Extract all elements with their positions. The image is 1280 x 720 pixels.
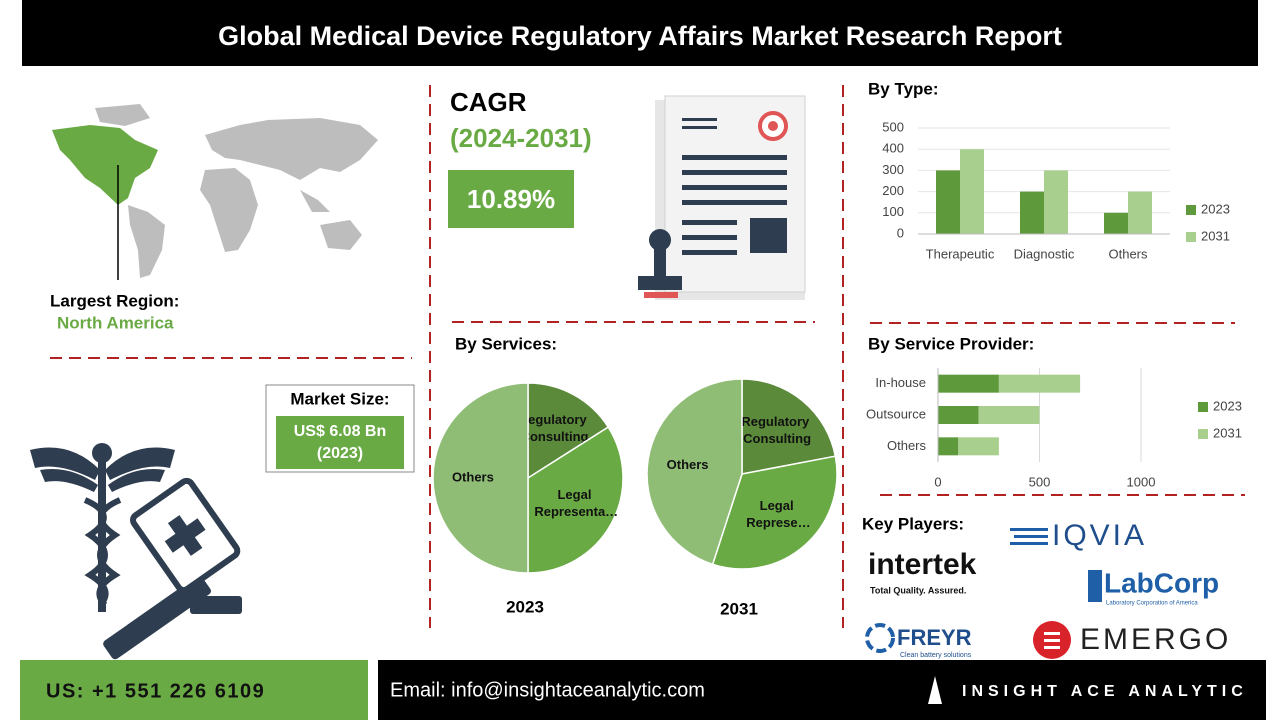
pie-slice xyxy=(711,455,838,570)
page-title: Global Medical Device Regulatory Affairs… xyxy=(218,21,1062,51)
bar xyxy=(938,374,999,393)
freyr-logo: FREYR Clean battery solutions xyxy=(865,623,972,659)
logo-text: IQVIA xyxy=(1052,519,1147,552)
logo-tagline: Total Quality. Assured. xyxy=(870,585,966,595)
brand-icon xyxy=(928,676,942,704)
y-tick-label: 500 xyxy=(882,119,904,134)
pie-title: 2023 xyxy=(506,597,544,616)
bar xyxy=(936,170,960,234)
cagr-period: (2024-2031) xyxy=(450,123,592,153)
intertek-logo: intertek Total Quality. Assured. xyxy=(868,548,977,595)
bar xyxy=(1044,170,1068,234)
slice-label: Others xyxy=(452,469,494,484)
legend-swatch xyxy=(1198,429,1208,439)
logo-text: FREYR xyxy=(897,625,972,650)
bar xyxy=(1104,212,1128,234)
slice-label: Regulatory Consulting xyxy=(741,414,813,446)
y-tick-label: In-house xyxy=(875,375,926,390)
chart-title: By Service Provider: xyxy=(868,334,1034,353)
bar xyxy=(978,406,1040,424)
y-tick-label: 400 xyxy=(882,141,904,156)
market-size-value: US$ 6.08 Bn xyxy=(294,423,386,440)
y-tick-label: 200 xyxy=(882,183,904,198)
legend-label: 2023 xyxy=(1213,398,1242,413)
market-size-year: (2023) xyxy=(317,445,363,462)
market-size-label: Market Size: xyxy=(290,389,389,408)
footer-email: Email: info@insightaceanalytic.com xyxy=(390,679,705,701)
logo-text: EMERGO xyxy=(1080,623,1231,656)
header-bar xyxy=(22,0,1258,66)
slice-label: Regulatory Consulting xyxy=(519,413,591,445)
pie-slice xyxy=(527,426,624,574)
pie-slice xyxy=(741,378,837,475)
slice-label: Others xyxy=(667,457,709,472)
y-tick-label: 100 xyxy=(882,204,904,219)
legend-swatch xyxy=(1198,402,1208,412)
x-tick-label: Others xyxy=(1108,246,1148,261)
emergo-logo: EMERGO xyxy=(1033,621,1231,659)
key-players-label: Key Players: xyxy=(862,514,964,533)
logo-tagline: Laboratory Corporation of America xyxy=(1106,601,1198,607)
logo-text: LabCorp xyxy=(1104,567,1219,598)
bar xyxy=(958,437,999,456)
y-tick-label: 300 xyxy=(882,162,904,177)
x-tick-label: 500 xyxy=(1029,474,1051,489)
world-map xyxy=(52,104,378,280)
pie-slice xyxy=(432,382,529,574)
medical-law-icon xyxy=(30,443,242,660)
region-value: North America xyxy=(57,313,174,332)
legend-swatch xyxy=(1186,232,1196,242)
services-heading: By Services: xyxy=(455,334,557,353)
x-tick-label: Diagnostic xyxy=(1014,246,1075,261)
legend-label: 2023 xyxy=(1201,201,1230,216)
document-icon xyxy=(638,95,806,300)
bar xyxy=(1020,191,1044,234)
pie-slice xyxy=(646,378,743,566)
slice-label: Legal Representa… xyxy=(534,487,618,519)
x-tick-label: Therapeutic xyxy=(926,246,995,261)
x-tick-label: 0 xyxy=(934,474,941,489)
labcorp-logo: LabCorp Laboratory Corporation of Americ… xyxy=(1088,567,1219,607)
y-tick-label: Others xyxy=(887,438,927,453)
cagr-value: 10.89% xyxy=(467,184,555,214)
pie-title: 2031 xyxy=(720,599,758,618)
chart-title: By Type: xyxy=(868,79,939,98)
footer-phone-panel xyxy=(20,660,368,720)
bar xyxy=(938,406,979,424)
bar xyxy=(938,437,959,456)
y-tick-label: 0 xyxy=(897,225,904,240)
slice-label: Legal Represe… xyxy=(746,498,810,530)
bar xyxy=(998,374,1081,393)
legend-label: 2031 xyxy=(1213,425,1242,440)
cagr-label: CAGR xyxy=(450,87,527,117)
x-tick-label: 1000 xyxy=(1127,474,1156,489)
cagr-panel xyxy=(448,170,574,228)
logo-tagline: Clean battery solutions xyxy=(900,652,972,659)
footer-bar xyxy=(378,660,1266,720)
legend-swatch xyxy=(1186,205,1196,215)
legend-label: 2031 xyxy=(1201,228,1230,243)
pie-slice xyxy=(527,382,610,480)
footer-brand: INSIGHT ACE ANALYTIC xyxy=(962,683,1248,700)
bar xyxy=(1128,191,1152,234)
y-tick-label: Outsource xyxy=(866,406,926,421)
logo-text: intertek xyxy=(868,548,977,581)
bar xyxy=(960,149,984,234)
region-label: Largest Region: xyxy=(50,291,179,310)
footer-phone: US: +1 551 226 6109 xyxy=(46,680,265,702)
market-size-panel xyxy=(276,416,404,469)
iqvia-logo: IQVIA xyxy=(1010,519,1147,552)
